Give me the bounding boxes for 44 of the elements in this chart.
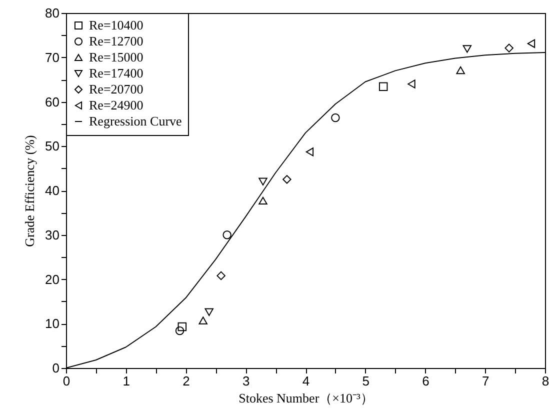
legend-label: Re=17400: [89, 66, 144, 80]
point: [198, 316, 208, 324]
y-tick-label: 80: [45, 6, 60, 20]
point: [462, 45, 472, 53]
x-tick-label: 6: [422, 374, 430, 388]
y-tick-label: 10: [45, 316, 60, 332]
y-tick-label: 70: [45, 50, 60, 65]
x-tick-label: 8: [542, 374, 549, 388]
y-tick-label: 20: [45, 272, 60, 287]
x-tick-label: 2: [182, 374, 190, 388]
point: [222, 230, 232, 240]
point: [378, 82, 388, 92]
point: [331, 113, 340, 122]
y-tick-label: 60: [45, 94, 60, 110]
y-tick-label: 50: [45, 138, 60, 154]
point: [258, 196, 268, 205]
x-tick-label: 1: [122, 374, 130, 388]
y-axis-title: Grade Efficiency (%): [22, 135, 38, 247]
legend-label: Re=10400: [89, 18, 144, 32]
legend-label: Re=20700: [89, 82, 144, 96]
point: [178, 322, 187, 332]
point: [258, 178, 268, 186]
point: [527, 39, 536, 48]
y-tick-label: 40: [45, 183, 60, 198]
point: [282, 175, 292, 184]
x-axis-title: Stokes Number（×10⁻³）: [238, 390, 374, 406]
x-tick-label: 7: [482, 374, 490, 388]
legend-label: Regression Curve: [89, 114, 182, 128]
point: [456, 66, 465, 74]
x-tick-label: 5: [362, 374, 370, 388]
point: [306, 148, 314, 156]
legend-label: Re=15000: [89, 50, 144, 64]
point: [408, 80, 416, 88]
point: [216, 271, 226, 280]
legend-label: Re=12700: [89, 34, 144, 48]
point: [175, 326, 184, 336]
x-tick-label: 0: [62, 374, 70, 388]
y-tick-label: 0: [52, 360, 60, 376]
y-tick-label: 30: [45, 227, 60, 242]
legend-label: Re=24900: [89, 98, 144, 112]
point: [504, 44, 514, 52]
x-tick-label: 3: [242, 374, 250, 388]
point: [204, 308, 214, 316]
x-tick-label: 4: [302, 374, 310, 388]
